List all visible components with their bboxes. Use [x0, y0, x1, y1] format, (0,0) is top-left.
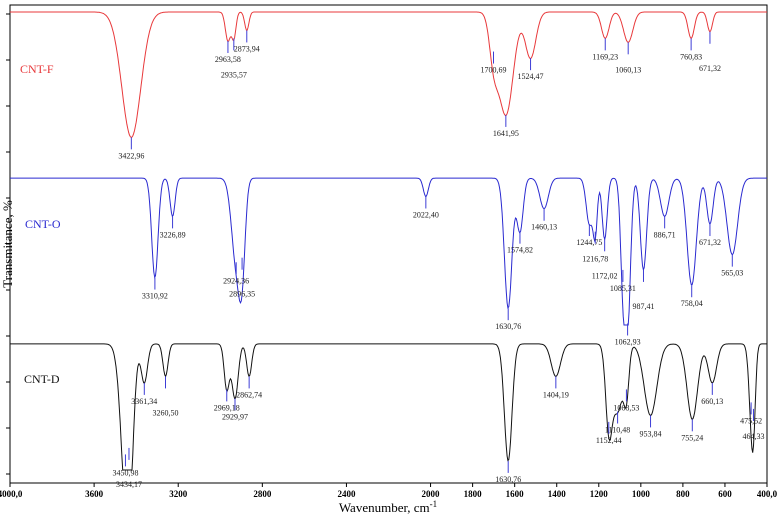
- peak-label-cnt-o-15: 758,04: [681, 299, 703, 308]
- x-tick-label-10: 1000: [632, 489, 651, 499]
- series-line-cnt-f: [10, 11, 767, 138]
- series-line-cnt-o: [10, 177, 767, 326]
- x-tick-label-8: 1400: [548, 489, 567, 499]
- peak-label-cnt-d-14: 660,13: [701, 397, 723, 406]
- peak-label-cnt-d-1: 3434,17: [116, 480, 142, 489]
- peak-label-cnt-o-6: 1574,82: [507, 246, 533, 255]
- series-layer: [10, 11, 767, 473]
- peak-label-cnt-d-6: 2862,74: [236, 390, 262, 399]
- peak-label-cnt-d-3: 3260,50: [153, 408, 179, 417]
- peak-label-cnt-o-0: 3310,92: [142, 292, 168, 301]
- x-tick-label-11: 800: [676, 489, 690, 499]
- peak-label-cnt-o-12: 1062,93: [615, 337, 641, 346]
- series-name-cnt-f: CNT-F: [20, 62, 54, 76]
- peak-label-cnt-d-7: 1630,76: [495, 475, 521, 484]
- peak-label-cnt-o-10: 1172,02: [592, 271, 618, 280]
- x-axis-title-text: Wavenumber, cm: [339, 500, 430, 515]
- series-name-cnt-d: CNT-D: [24, 372, 60, 386]
- peak-label-cnt-o-7: 1460,13: [531, 223, 557, 232]
- series-line-cnt-d: [10, 343, 767, 471]
- x-tick-label-13: 400,0: [757, 489, 778, 499]
- peak-label-cnt-o-4: 2022,40: [413, 210, 439, 219]
- plot-frame: [9, 4, 768, 484]
- peak-label-cnt-d-9: 1152,44: [596, 436, 622, 445]
- x-tick-label-1: 3600: [85, 489, 104, 499]
- peak-label-cnt-f-0: 3422,96: [118, 151, 144, 160]
- peak-label-cnt-d-2: 3361,34: [131, 397, 157, 406]
- peak-label-cnt-o-9: 1216,78: [582, 255, 608, 264]
- peak-label-cnt-o-17: 565,03: [721, 269, 743, 278]
- peak-label-cnt-o-2: 2924,36: [223, 276, 249, 285]
- x-tick-label-0: 4000,0: [0, 489, 23, 499]
- x-tick-label-3: 2800: [253, 489, 272, 499]
- peak-label-cnt-o-16: 671,32: [699, 238, 721, 247]
- x-tick-label-4: 2400: [337, 489, 356, 499]
- x-axis-title: Wavenumber, cm-1: [339, 499, 437, 515]
- peak-label-cnt-d-15: 475,52: [740, 416, 762, 425]
- peak-label-cnt-d-12: 953,84: [640, 429, 662, 438]
- peak-label-cnt-o-14: 886,71: [654, 230, 676, 239]
- y-axis-ticks: [6, 13, 10, 475]
- peak-label-cnt-f-9: 760,83: [680, 52, 702, 61]
- peak-label-cnt-d-0: 3450,98: [112, 468, 138, 477]
- peak-label-cnt-d-16: 464,33: [742, 432, 764, 441]
- x-axis: 4000,0 3600 3200 2800 2400 2000 1800 1600 1400 12…: [0, 483, 778, 499]
- peak-label-cnt-f-4: 1700,69: [480, 66, 506, 75]
- peak-label-cnt-d-8: 1404,19: [543, 390, 569, 399]
- x-axis-title-sup: -1: [430, 499, 438, 509]
- peak-label-cnt-f-6: 1524,47: [518, 72, 544, 81]
- peak-label-cnt-f-7: 1169,23: [592, 52, 618, 61]
- peak-label-cnt-o-8: 1244,75: [576, 238, 602, 247]
- peak-label-cnt-o-5: 1630,76: [495, 322, 521, 331]
- peak-label-cnt-o-3: 2896,35: [229, 290, 255, 299]
- peak-label-cnt-d-10: 1110,48: [605, 426, 630, 435]
- peak-label-cnt-d-4: 2969,18: [214, 403, 240, 412]
- peak-label-cnt-o-1: 3226,89: [160, 230, 186, 239]
- x-tick-label-9: 1200: [590, 489, 609, 499]
- x-tick-label-6: 1800: [464, 489, 483, 499]
- x-tick-label-12: 600: [718, 489, 732, 499]
- x-tick-label-7: 1600: [506, 489, 525, 499]
- peak-labels-layer: CNT-F 3422,96 2963,58 2935,57 2873,94 1700,69…: [20, 44, 764, 488]
- peak-label-cnt-o-13: 987,41: [632, 302, 654, 311]
- peak-label-cnt-f-2: 2935,57: [221, 70, 247, 79]
- peak-label-cnt-d-11: 1068,53: [613, 403, 639, 412]
- peak-label-cnt-f-5: 1641,95: [493, 129, 519, 138]
- peak-label-cnt-d-5: 2929,97: [222, 413, 248, 422]
- peak-label-cnt-o-11: 1085,31: [610, 284, 636, 293]
- peak-label-cnt-d-13: 755,24: [681, 433, 703, 442]
- peak-label-cnt-f-8: 1060,13: [615, 65, 641, 74]
- series-name-cnt-o: CNT-O: [25, 217, 61, 231]
- x-tick-label-5: 2000: [422, 489, 441, 499]
- peak-label-cnt-f-10: 671,32: [699, 64, 721, 73]
- y-axis-title: Transmitance, %: [0, 200, 15, 288]
- peak-label-cnt-f-1: 2963,58: [215, 55, 241, 64]
- x-tick-label-2: 3200: [169, 489, 188, 499]
- peak-label-cnt-f-3: 2873,94: [234, 44, 260, 53]
